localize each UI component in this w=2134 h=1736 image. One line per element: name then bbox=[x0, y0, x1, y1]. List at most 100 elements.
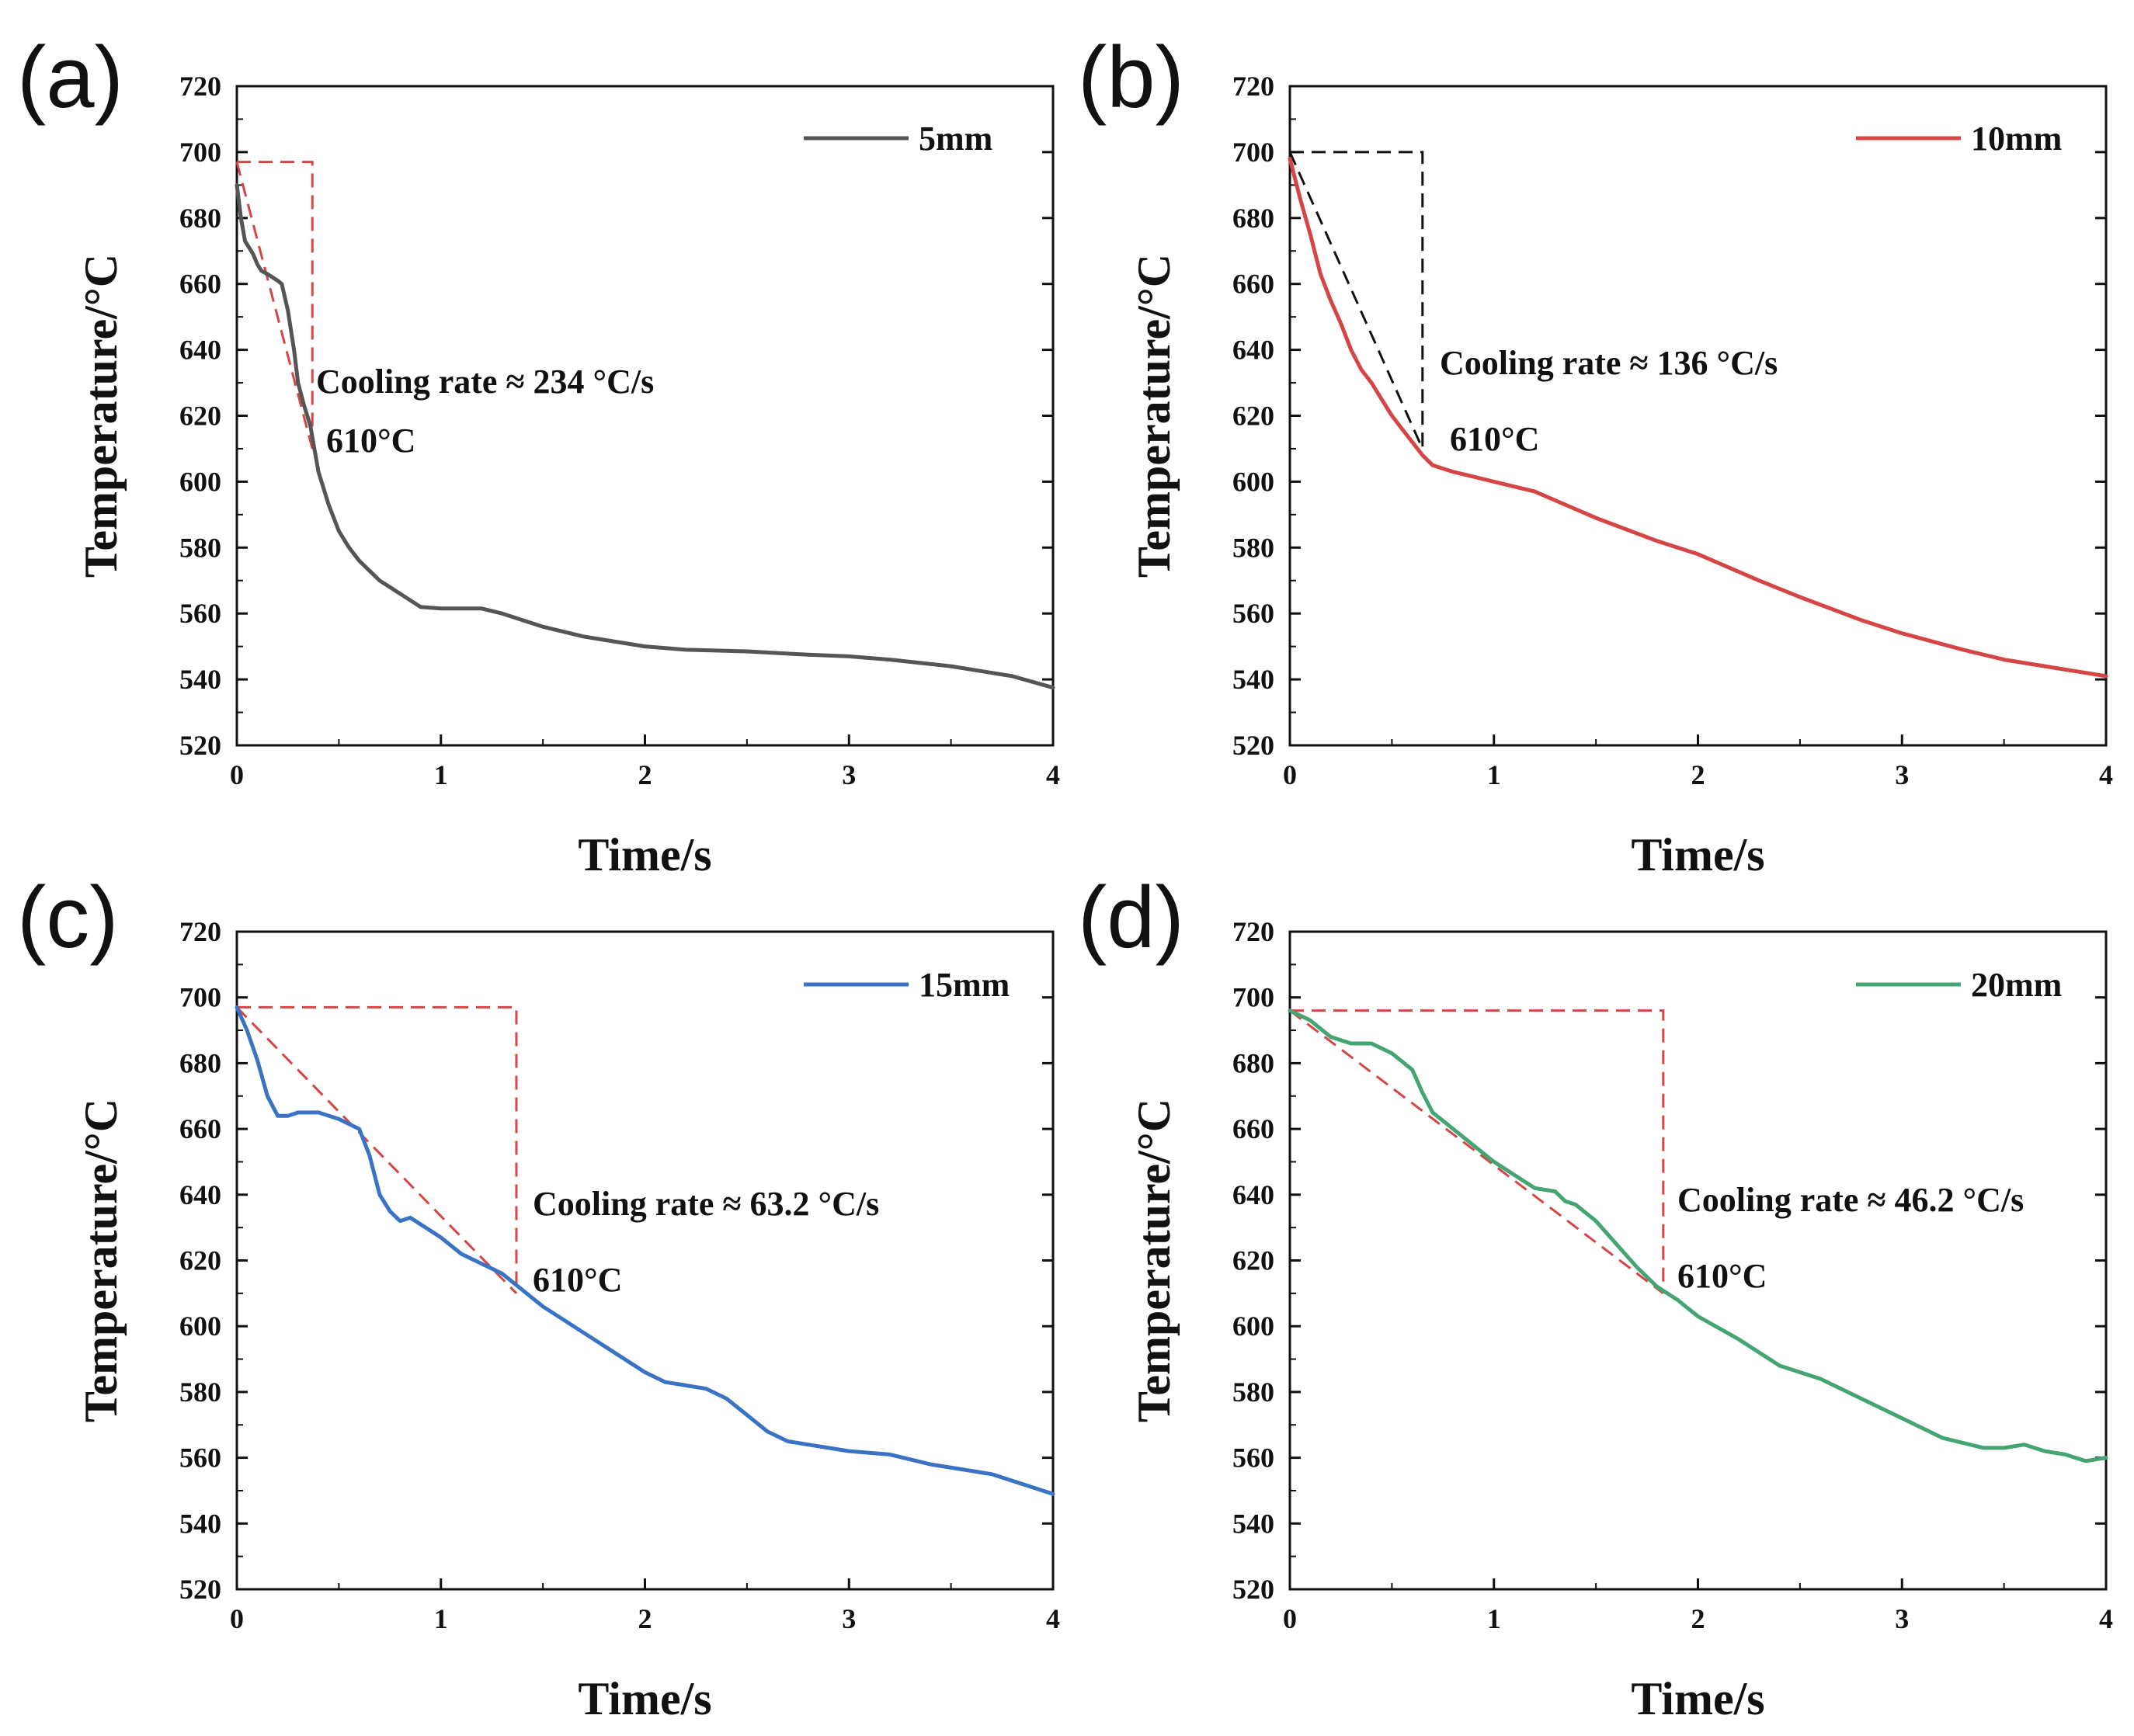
legend-label: 5mm bbox=[919, 120, 992, 158]
y-tick-label: 520 bbox=[1232, 1574, 1274, 1605]
x-axis-title: Time/s bbox=[1631, 1673, 1764, 1724]
panel-letter: (b) bbox=[1078, 29, 1184, 126]
y-tick-label: 520 bbox=[179, 730, 221, 761]
y-tick-label: 640 bbox=[1232, 335, 1274, 366]
y-tick-label: 680 bbox=[1232, 203, 1274, 234]
cooling-rate-annotation: Cooling rate ≈ 46.2 °C/s bbox=[1677, 1181, 2024, 1219]
x-tick-label: 1 bbox=[1487, 759, 1501, 790]
y-tick-label: 520 bbox=[1232, 730, 1274, 761]
y-tick-label: 660 bbox=[1232, 1113, 1274, 1144]
x-tick-label: 3 bbox=[1895, 1603, 1909, 1634]
x-tick-label: 4 bbox=[1046, 759, 1060, 790]
temperature-annotation: 610°C bbox=[533, 1261, 622, 1299]
y-tick-label: 700 bbox=[1232, 982, 1274, 1013]
cooling-guide-box bbox=[237, 161, 314, 449]
panel-letter: (a) bbox=[17, 29, 123, 126]
x-axis-title: Time/s bbox=[578, 1673, 711, 1724]
y-tick-label: 580 bbox=[179, 532, 221, 563]
y-axis-title: Temperature/°C bbox=[75, 1099, 127, 1422]
y-tick-label: 600 bbox=[179, 1311, 221, 1342]
cooling-guide-slope bbox=[1289, 1009, 1664, 1295]
y-tick-label: 620 bbox=[1232, 1245, 1274, 1276]
x-tick-label: 0 bbox=[230, 1603, 244, 1634]
legend-label: 10mm bbox=[1971, 120, 2062, 158]
legend-label: 20mm bbox=[1971, 966, 2062, 1004]
y-tick-label: 540 bbox=[179, 1508, 221, 1539]
x-tick-label: 3 bbox=[1895, 759, 1909, 790]
x-tick-label: 3 bbox=[842, 759, 856, 790]
cooling-guide-box bbox=[1290, 1009, 1665, 1293]
x-tick-label: 2 bbox=[1691, 759, 1705, 790]
y-tick-label: 680 bbox=[179, 1047, 221, 1078]
y-tick-label: 680 bbox=[1232, 1047, 1274, 1078]
y-tick-label: 600 bbox=[1232, 1311, 1274, 1342]
cooling-guide-box bbox=[237, 1005, 518, 1293]
y-tick-label: 720 bbox=[179, 916, 221, 947]
x-axis-title: Time/s bbox=[578, 829, 711, 880]
y-tick-label: 720 bbox=[1232, 916, 1274, 947]
cooling-guide-slope bbox=[235, 1006, 518, 1294]
temperature-annotation: 610°C bbox=[1450, 420, 1539, 458]
cooling-guide-slope bbox=[1288, 151, 1424, 450]
y-tick-label: 540 bbox=[179, 664, 221, 695]
x-tick-label: 0 bbox=[230, 759, 244, 790]
x-tick-label: 4 bbox=[1046, 1603, 1060, 1634]
y-tick-label: 660 bbox=[1232, 269, 1274, 300]
y-tick-label: 700 bbox=[179, 137, 221, 168]
temperature-annotation: 610°C bbox=[1677, 1257, 1767, 1295]
plot-frame bbox=[235, 930, 1055, 1591]
panel-letter: (d) bbox=[1078, 869, 1184, 966]
y-tick-label: 580 bbox=[1232, 532, 1274, 563]
panel-c: (c) 520 540 560 580 600 620 640 660 680 700 720 0 1 2 3… bbox=[17, 869, 1060, 1724]
y-tick-label: 640 bbox=[179, 335, 221, 366]
y-tick-label: 560 bbox=[179, 598, 221, 629]
y-tick-label: 600 bbox=[1232, 466, 1274, 497]
cooling-guide-slope bbox=[235, 161, 314, 450]
series-line bbox=[235, 182, 1055, 690]
y-tick-label: 640 bbox=[179, 1179, 221, 1210]
y-tick-label: 600 bbox=[179, 466, 221, 497]
y-tick-label: 560 bbox=[1232, 1443, 1274, 1474]
y-tick-label: 560 bbox=[1232, 598, 1274, 629]
x-tick-label: 2 bbox=[638, 759, 652, 790]
x-tick-label: 2 bbox=[638, 1603, 652, 1634]
x-tick-label: 1 bbox=[434, 1603, 448, 1634]
panel-d: (d) 520 540 560 580 600 620 640 660 680 700 720 0 1 2 3… bbox=[1078, 869, 2113, 1724]
x-tick-label: 1 bbox=[1487, 1603, 1501, 1634]
y-tick-label: 700 bbox=[1232, 137, 1274, 168]
panel-letter: (c) bbox=[17, 869, 119, 966]
y-tick-label: 640 bbox=[1232, 1179, 1274, 1210]
panel-a: (a) 520 540 560 580 600 620 640 660 680 700 720 0 1 2 3… bbox=[17, 29, 1060, 880]
legend-label: 15mm bbox=[919, 966, 1010, 1004]
x-tick-label: 4 bbox=[2099, 759, 2113, 790]
y-tick-label: 540 bbox=[1232, 664, 1274, 695]
cooling-guide-box bbox=[1290, 151, 1424, 449]
y-tick-label: 680 bbox=[179, 203, 221, 234]
panel-b: (b) 520 540 560 580 600 620 640 660 680 700 720 0 1 2 3… bbox=[1078, 29, 2113, 880]
y-tick-label: 620 bbox=[1232, 401, 1274, 432]
x-tick-label: 3 bbox=[842, 1603, 856, 1634]
y-tick-label: 660 bbox=[179, 1113, 221, 1144]
y-axis-title: Temperature/°C bbox=[75, 254, 127, 578]
x-tick-label: 0 bbox=[1283, 1603, 1297, 1634]
y-tick-label: 700 bbox=[179, 982, 221, 1013]
y-tick-label: 560 bbox=[179, 1443, 221, 1474]
plot-frame bbox=[1288, 85, 2108, 747]
series-line bbox=[1288, 1009, 2108, 1463]
y-tick-label: 660 bbox=[179, 269, 221, 300]
x-tick-label: 1 bbox=[434, 759, 448, 790]
y-tick-label: 720 bbox=[1232, 71, 1274, 102]
y-tick-label: 580 bbox=[1232, 1377, 1274, 1408]
y-axis-title: Temperature/°C bbox=[1128, 254, 1180, 578]
y-tick-label: 720 bbox=[179, 71, 221, 102]
x-axis-title: Time/s bbox=[1631, 829, 1764, 880]
cooling-rate-annotation: Cooling rate ≈ 63.2 °C/s bbox=[533, 1185, 879, 1223]
temperature-annotation: 610°C bbox=[326, 422, 415, 460]
y-tick-label: 540 bbox=[1232, 1508, 1274, 1539]
x-tick-label: 0 bbox=[1283, 759, 1297, 790]
y-axis-title: Temperature/°C bbox=[1128, 1099, 1180, 1422]
series-line bbox=[235, 1005, 1055, 1496]
x-tick-label: 4 bbox=[2099, 1603, 2113, 1634]
y-tick-label: 620 bbox=[179, 1245, 221, 1276]
